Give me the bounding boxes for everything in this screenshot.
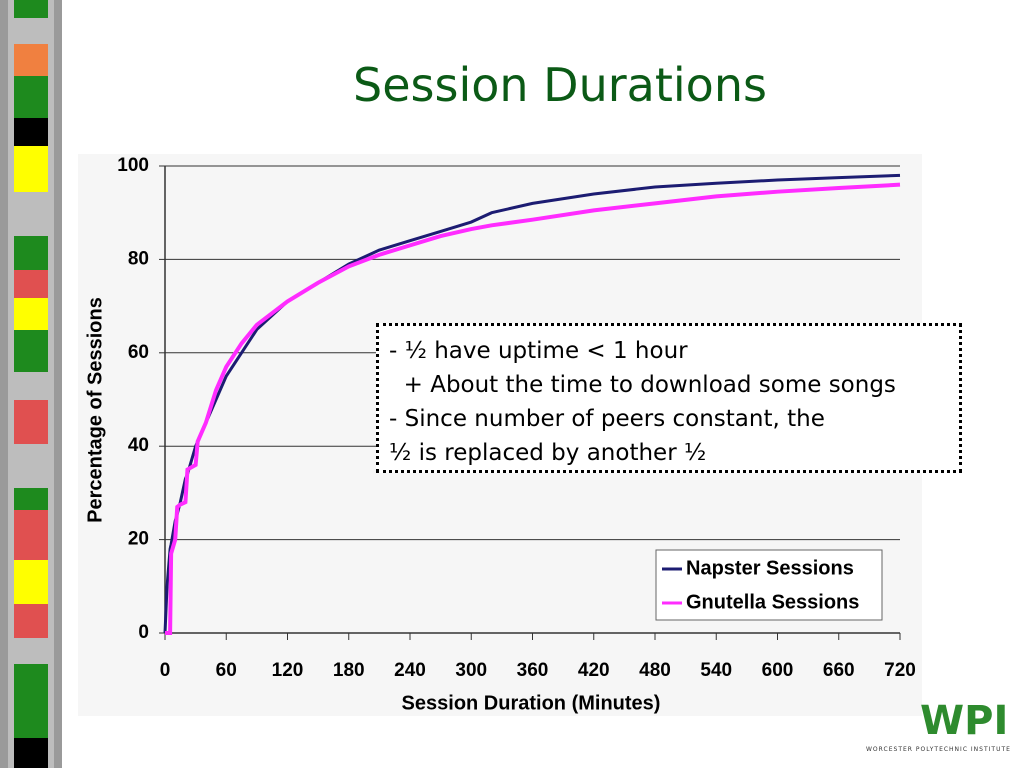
y-tick-label: 0	[138, 622, 149, 643]
callout-line: + About the time to download some songs	[389, 372, 896, 398]
x-tick-label: 60	[216, 660, 237, 681]
decorative-strip	[0, 0, 62, 768]
x-tick-label: 480	[639, 660, 671, 681]
strip-blocks	[14, 0, 48, 768]
x-tick-label: 540	[700, 660, 732, 681]
x-tick-label: 360	[517, 660, 549, 681]
y-axis-label: Percentage of Sessions	[84, 297, 106, 523]
x-tick-label: 300	[455, 660, 487, 681]
x-tick-label: 660	[823, 660, 855, 681]
callout-line: - ½ have uptime < 1 hour	[389, 338, 688, 364]
x-tick-label: 720	[884, 660, 916, 681]
x-axis-label: Session Duration (Minutes)	[402, 692, 661, 714]
x-tick-label: 0	[160, 660, 171, 681]
y-tick-label: 80	[128, 248, 149, 269]
callout-line: ½ is replaced by another ½	[389, 440, 707, 466]
x-tick-label: 240	[394, 660, 426, 681]
y-tick-label: 20	[128, 529, 149, 550]
legend-label: Gnutella Sessions	[686, 591, 859, 613]
logo-subtitle: WORCESTER POLYTECHNIC INSTITUTE	[866, 746, 1011, 753]
callout-line: - Since number of peers constant, the	[389, 406, 825, 432]
x-tick-label: 420	[578, 660, 610, 681]
y-tick-label: 60	[128, 342, 149, 363]
legend-label: Napster Sessions	[686, 557, 854, 579]
y-tick-label: 100	[117, 155, 149, 176]
series-line	[165, 182, 901, 635]
logo: WPI	[920, 698, 1009, 744]
x-tick-label: 180	[333, 660, 365, 681]
callout: - ½ have uptime < 1 hour + About the tim…	[376, 323, 962, 473]
legend-box	[655, 549, 883, 621]
y-tick-label: 40	[128, 435, 149, 456]
slide-title: Session Durations	[353, 58, 767, 112]
x-tick-label: 600	[762, 660, 794, 681]
x-tick-label: 120	[272, 660, 304, 681]
